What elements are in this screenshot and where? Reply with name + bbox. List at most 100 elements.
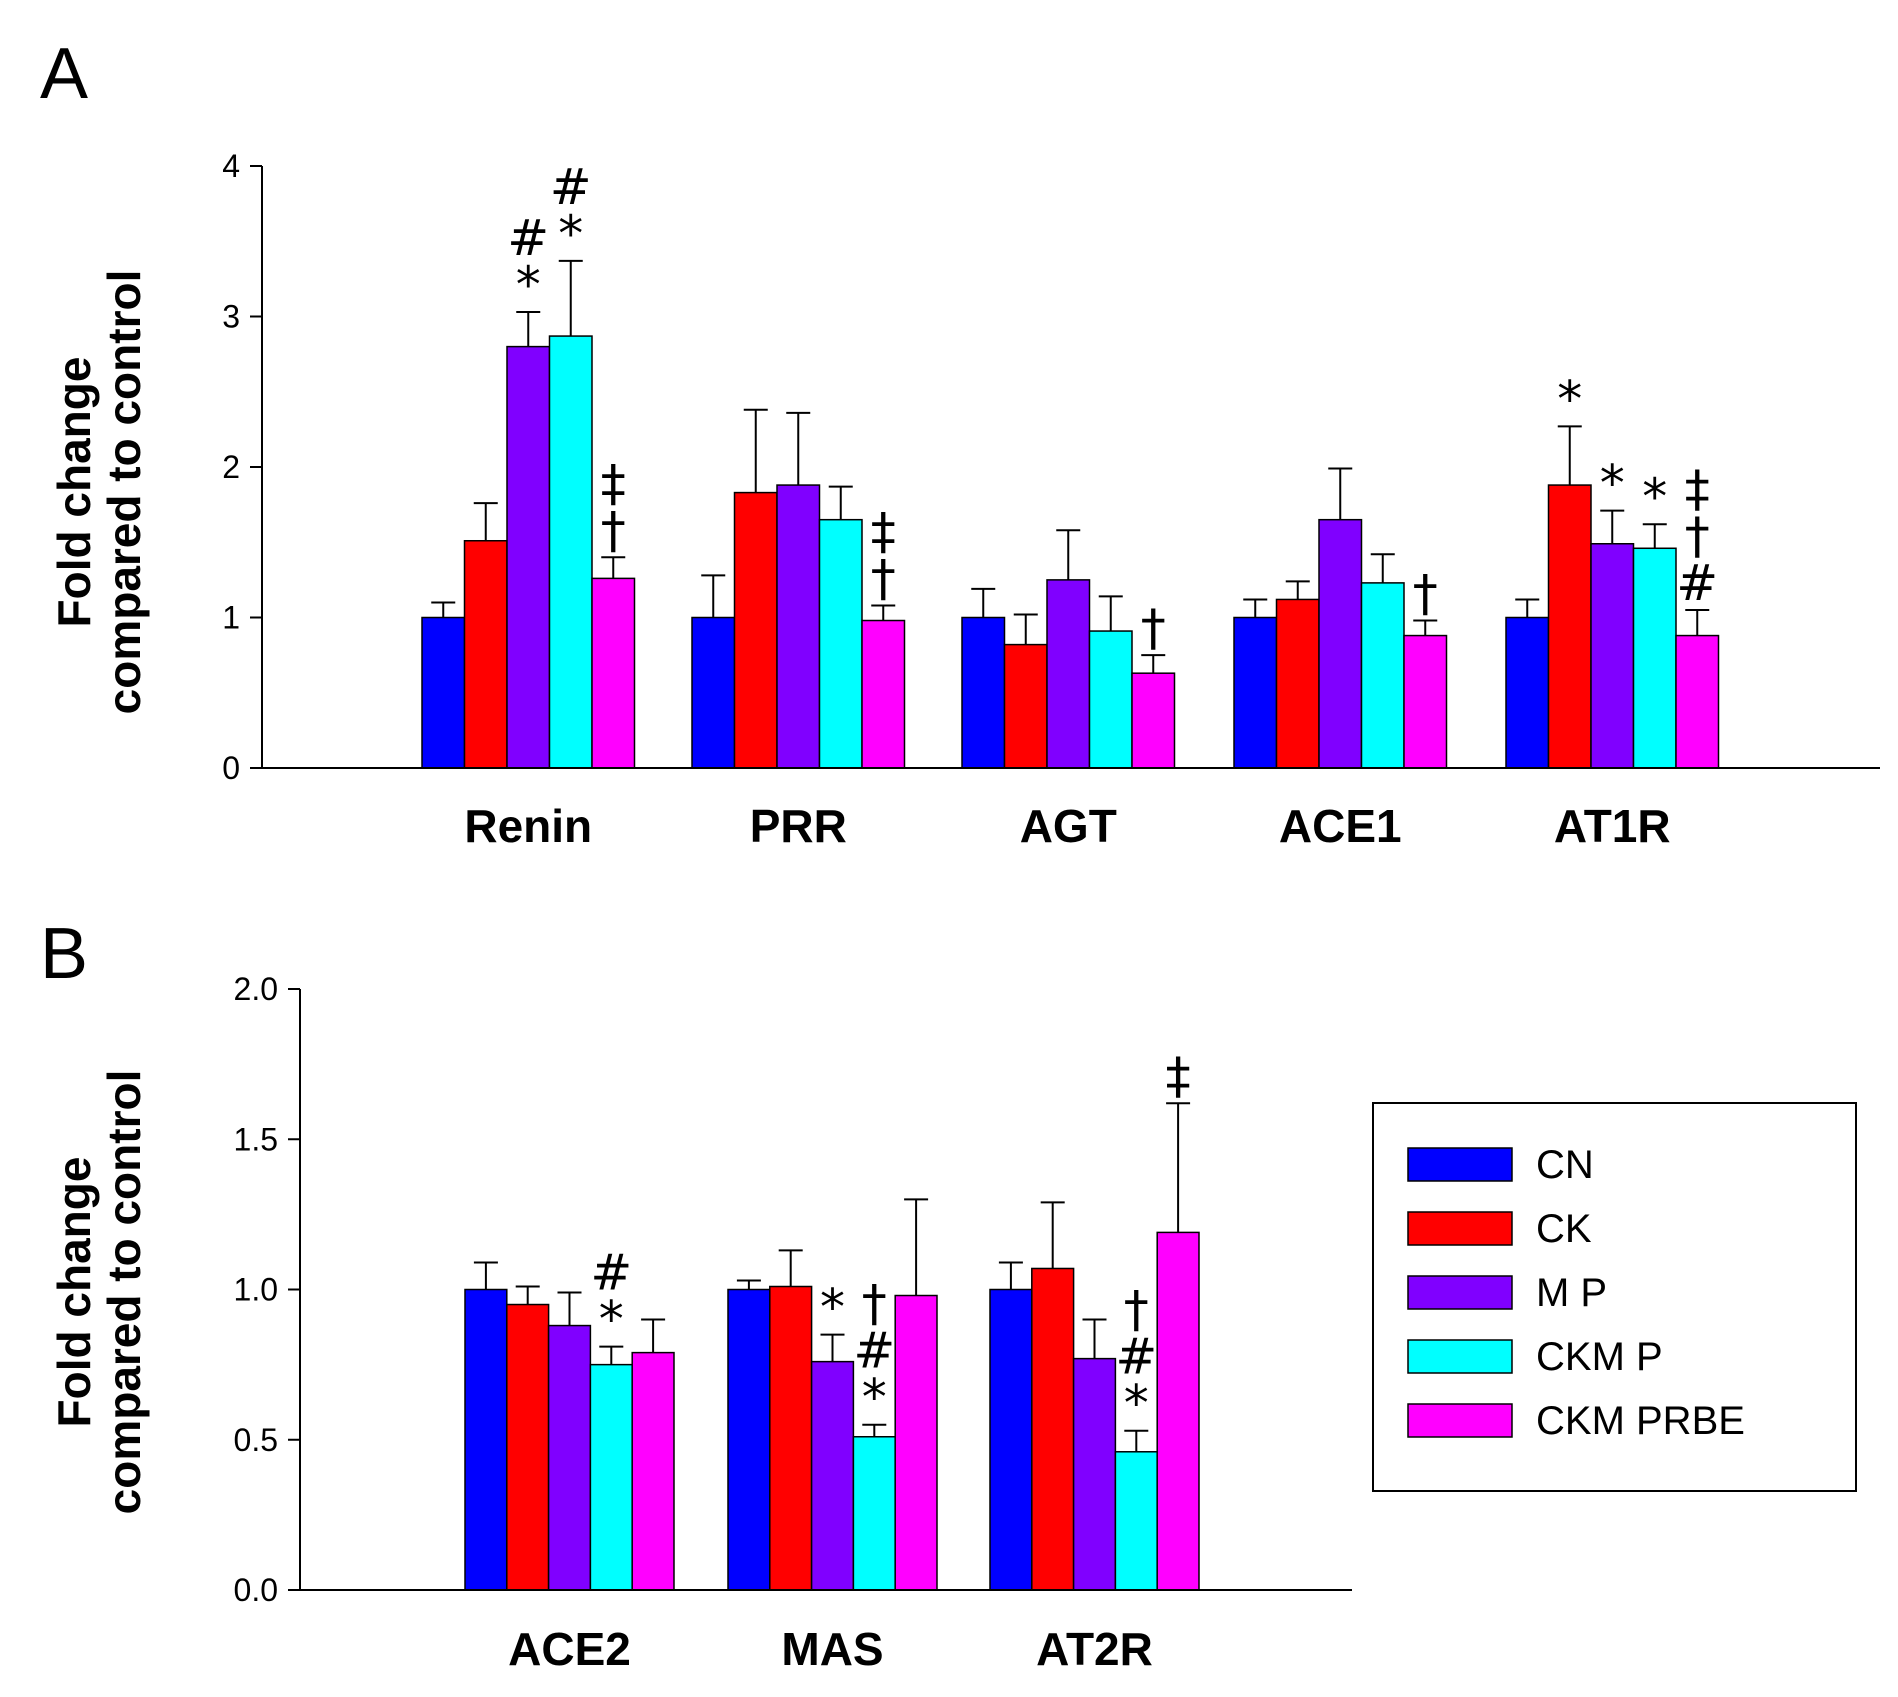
y-tick-label-a: 1 bbox=[222, 600, 240, 636]
legend-label-ck: CK bbox=[1536, 1207, 1592, 1251]
significance-mark-double-dagger-prr-ckmprbe: ‡ bbox=[871, 502, 896, 560]
significance-mark-double-dagger-at1r-ckmprbe: ‡ bbox=[1685, 460, 1710, 518]
panel-a: A Fold change compared to control 01234 … bbox=[40, 34, 1880, 852]
y-axis-label-a-line1: Fold change bbox=[48, 357, 100, 628]
bar-at1r-ck bbox=[1547, 484, 1592, 769]
bar-ace1-mp bbox=[1318, 518, 1363, 769]
bar-prr-ckmp bbox=[818, 518, 863, 769]
legend-swatch-ckm-p bbox=[1407, 1339, 1513, 1374]
significance-mark-hash-at2r-ckmp: # bbox=[1115, 1328, 1157, 1386]
bar-mas-ckmprbe bbox=[894, 1294, 938, 1591]
x-category-label-at1r: AT1R bbox=[1554, 800, 1671, 852]
bar-prr-cn bbox=[691, 616, 736, 769]
bar-ace1-ckmp bbox=[1360, 582, 1405, 769]
significance-mark-asterisk-renin-mp: * bbox=[516, 256, 541, 314]
significance-mark-double-dagger-at2r-ckmprbe: ‡ bbox=[1166, 1047, 1191, 1105]
bar-agt-ckmp bbox=[1088, 630, 1133, 769]
significance-mark-asterisk-at1r-mp: * bbox=[1600, 455, 1625, 513]
significance-mark-double-dagger-renin-ckmprbe: ‡ bbox=[601, 454, 626, 512]
legend-label-cn: CN bbox=[1536, 1143, 1594, 1187]
bar-mas-ckmp bbox=[852, 1435, 896, 1591]
bar-ace1-cn bbox=[1233, 616, 1278, 769]
panel-letter-b: B bbox=[40, 914, 88, 994]
x-category-label-ace1: ACE1 bbox=[1279, 800, 1402, 852]
significance-mark-asterisk-mas-mp: * bbox=[820, 1279, 845, 1337]
y-axis-label-b-line2: compared to control bbox=[98, 1070, 150, 1515]
significance-mark-asterisk-at1r-ck: * bbox=[1557, 370, 1582, 428]
legend-label-m-p: M P bbox=[1536, 1271, 1607, 1315]
y-tick-label-b: 0.0 bbox=[234, 1572, 278, 1608]
significance-mark-hash-at1r-ckmprbe: # bbox=[1676, 554, 1718, 612]
bar-renin-ckmprbe bbox=[591, 577, 636, 769]
bar-at1r-ckmp bbox=[1632, 547, 1677, 769]
bar-prr-ckmprbe bbox=[861, 619, 906, 769]
x-category-label-renin: Renin bbox=[464, 800, 592, 852]
y-tick-label-a: 2 bbox=[222, 449, 240, 485]
legend-swatch-cn bbox=[1407, 1147, 1513, 1182]
bar-mas-mp bbox=[810, 1360, 855, 1591]
y-tick-label-a: 3 bbox=[222, 299, 240, 335]
significance-mark-dagger-prr-ckmprbe: † bbox=[871, 549, 896, 607]
significance-mark-asterisk-ace2-ckmp: * bbox=[599, 1291, 624, 1349]
bar-ace1-ck bbox=[1275, 598, 1320, 769]
x-category-label-prr: PRR bbox=[750, 800, 847, 852]
x-category-label-ace2: ACE2 bbox=[508, 1623, 631, 1675]
significance-mark-hash-ace2-ckmp: # bbox=[590, 1244, 632, 1302]
significance-mark-hash-mas-ckmp: # bbox=[853, 1322, 895, 1380]
bar-at2r-ck bbox=[1031, 1267, 1075, 1591]
bar-agt-ckmprbe bbox=[1131, 672, 1176, 769]
bar-ace2-ck bbox=[506, 1303, 550, 1591]
y-tick-label-b: 0.5 bbox=[234, 1422, 278, 1458]
significance-mark-dagger-renin-ckmprbe: † bbox=[601, 501, 626, 559]
significance-mark-dagger-mas-ckmp: † bbox=[862, 1275, 887, 1333]
bar-ace2-ckmp bbox=[589, 1363, 633, 1591]
bar-at2r-mp bbox=[1072, 1357, 1117, 1591]
significance-mark-asterisk-mas-ckmp: * bbox=[862, 1369, 887, 1427]
y-tick-label-b: 1.5 bbox=[234, 1121, 278, 1157]
bar-renin-cn bbox=[421, 616, 466, 769]
y-tick-label-a: 0 bbox=[222, 750, 240, 786]
bar-at1r-mp bbox=[1590, 543, 1635, 769]
bar-agt-mp bbox=[1046, 579, 1091, 769]
bar-ace2-mp bbox=[547, 1324, 592, 1591]
bar-at1r-cn bbox=[1505, 616, 1550, 769]
y-axis-label-a-line2: compared to control bbox=[98, 270, 150, 715]
significance-mark-dagger-at1r-ckmprbe: † bbox=[1685, 507, 1710, 565]
bar-prr-ck bbox=[733, 491, 778, 769]
bar-renin-mp bbox=[506, 345, 551, 769]
bar-mas-cn bbox=[727, 1288, 771, 1591]
bar-renin-ckmp bbox=[548, 335, 593, 769]
x-category-label-at2r: AT2R bbox=[1036, 1623, 1153, 1675]
significance-mark-dagger-agt-ckmprbe: † bbox=[1141, 599, 1166, 657]
significance-mark-asterisk-renin-ckmp: * bbox=[558, 205, 583, 263]
legend-label-ckm-p: CKM P bbox=[1536, 1335, 1663, 1379]
legend-swatch-ck bbox=[1407, 1211, 1513, 1246]
y-tick-label-a: 4 bbox=[222, 148, 240, 184]
bar-at1r-ckmprbe bbox=[1675, 634, 1720, 769]
panel-b: B Fold change compared to control 0.0 0.5… bbox=[40, 914, 1352, 1675]
bar-agt-cn bbox=[961, 616, 1006, 769]
significance-mark-hash-renin-ckmp: # bbox=[550, 158, 592, 216]
y-tick-label-b: 2.0 bbox=[234, 971, 278, 1007]
bar-mas-ck bbox=[769, 1285, 813, 1591]
x-category-label-agt: AGT bbox=[1020, 800, 1117, 852]
y-axis-label-b-line1: Fold change bbox=[48, 1157, 100, 1428]
significance-mark-dagger-ace1-ckmprbe: † bbox=[1413, 565, 1438, 623]
bar-at2r-cn bbox=[989, 1288, 1033, 1591]
legend-swatch-ckm-prbe bbox=[1407, 1403, 1513, 1438]
bar-agt-ck bbox=[1003, 643, 1048, 769]
bar-ace1-ckmprbe bbox=[1403, 634, 1448, 769]
x-category-label-mas: MAS bbox=[781, 1623, 883, 1675]
bar-prr-mp bbox=[776, 484, 821, 769]
legend-swatch-m-p bbox=[1407, 1275, 1513, 1310]
bar-at2r-ckmprbe bbox=[1156, 1231, 1200, 1591]
significance-mark-dagger-at2r-ckmp: † bbox=[1124, 1281, 1149, 1339]
bar-at2r-ckmp bbox=[1114, 1451, 1158, 1591]
y-tick-label-b: 1.0 bbox=[234, 1272, 278, 1308]
bar-ace2-ckmprbe bbox=[631, 1351, 675, 1591]
bar-ace2-cn bbox=[464, 1288, 508, 1591]
significance-mark-asterisk-at1r-ckmp: * bbox=[1642, 468, 1667, 526]
panel-letter-a: A bbox=[40, 34, 88, 114]
